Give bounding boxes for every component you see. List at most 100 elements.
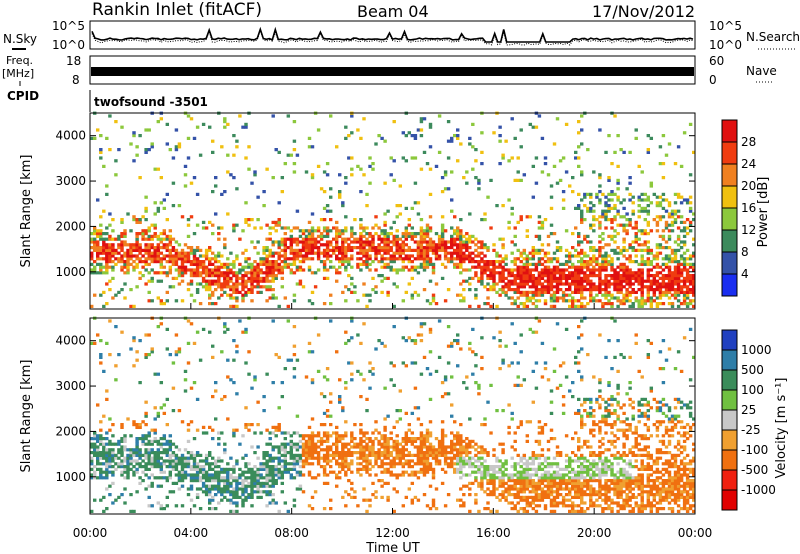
power-cell	[304, 229, 309, 233]
power-cell	[395, 257, 399, 261]
velocity-cell	[198, 470, 203, 474]
velocity-cell	[138, 423, 142, 427]
power-cell	[571, 279, 575, 283]
power-cell	[338, 232, 342, 236]
power-cell	[268, 274, 272, 278]
velocity-cell	[189, 479, 194, 483]
velocity-cell	[274, 470, 278, 474]
velocity-cell	[310, 448, 315, 452]
power-cell	[459, 265, 463, 269]
velocity-cell	[198, 487, 203, 491]
power-cell	[628, 181, 632, 185]
power-cell	[96, 229, 100, 233]
power-cell	[525, 265, 530, 269]
power-cell	[543, 218, 548, 222]
power-cell	[419, 237, 424, 241]
velocity-cell	[201, 467, 206, 471]
velocity-cell	[208, 473, 212, 477]
power-cell	[265, 248, 269, 252]
power-cell	[507, 198, 511, 202]
power-cell	[419, 246, 424, 250]
velocity-cell	[241, 470, 245, 474]
power-cell	[634, 237, 638, 241]
velocity-cell	[344, 462, 348, 466]
power-cell	[437, 240, 442, 244]
velocity-cell	[428, 350, 433, 354]
power-cell	[519, 274, 523, 278]
power-cell	[404, 232, 409, 236]
power-cell	[389, 260, 393, 264]
power-cell	[522, 276, 527, 280]
velocity-cell	[383, 434, 387, 438]
power-cell	[353, 290, 357, 294]
velocity-cell	[117, 465, 121, 469]
power-cell	[610, 162, 614, 166]
power-cell	[685, 293, 690, 297]
velocity-cell	[162, 476, 167, 480]
velocity-cell	[201, 484, 206, 488]
power-cell	[416, 243, 421, 247]
velocity-cell	[241, 501, 245, 505]
velocity-cell	[431, 448, 436, 452]
power-cell	[616, 246, 620, 250]
velocity-cell	[344, 490, 348, 494]
power-cell	[307, 251, 312, 255]
power-cell	[513, 288, 517, 292]
velocity-cell	[468, 487, 472, 491]
power-cell	[422, 229, 427, 233]
velocity-cell	[304, 375, 309, 379]
velocity-cell	[247, 495, 251, 499]
velocity-cell	[477, 459, 481, 463]
power-cell	[111, 218, 115, 222]
power-cell	[531, 290, 536, 294]
velocity-cell	[271, 470, 275, 474]
power-cell	[558, 276, 563, 280]
power-cell	[495, 265, 499, 269]
power-cell	[571, 232, 575, 236]
power-cell	[549, 285, 554, 289]
power-cell	[652, 290, 657, 294]
power-cell	[561, 198, 566, 202]
power-cell	[631, 212, 635, 216]
power-cell	[386, 262, 390, 266]
velocity-cell	[211, 484, 215, 488]
power-cell	[428, 262, 433, 266]
power-cell	[543, 265, 548, 269]
power-cell	[561, 290, 566, 294]
velocity-cell	[150, 350, 154, 354]
velocity-cell	[165, 397, 170, 401]
power-cell	[682, 260, 687, 264]
power-cell	[631, 240, 635, 244]
velocity-cell	[192, 453, 197, 457]
power-cell	[150, 276, 154, 280]
power-cell	[217, 274, 221, 278]
velocity-cell	[350, 319, 354, 323]
velocity-cell	[165, 453, 170, 457]
velocity-cell	[365, 431, 369, 435]
power-cell	[468, 276, 472, 280]
velocity-cell	[413, 386, 418, 390]
power-cell	[344, 181, 348, 185]
velocity-cell	[268, 467, 272, 471]
power-cell	[555, 296, 560, 300]
velocity-cell	[462, 493, 466, 497]
power-cell	[192, 232, 197, 236]
power-cell	[619, 251, 623, 255]
power-cell	[102, 304, 106, 308]
velocity-cell	[195, 451, 200, 455]
power-cell	[673, 260, 678, 264]
power-cell	[150, 251, 154, 255]
velocity-cell	[177, 409, 182, 413]
velocity-cell	[374, 453, 378, 457]
power-cell	[568, 254, 572, 258]
power-cell	[262, 262, 266, 266]
power-cell	[135, 240, 139, 244]
power-cell	[359, 251, 363, 255]
power-cell	[646, 223, 651, 227]
velocity-cell	[189, 456, 194, 460]
velocity-cell	[129, 347, 133, 351]
power-cell	[322, 218, 327, 222]
power-cell	[574, 288, 578, 292]
power-cell	[568, 257, 572, 261]
power-cell	[174, 254, 179, 258]
